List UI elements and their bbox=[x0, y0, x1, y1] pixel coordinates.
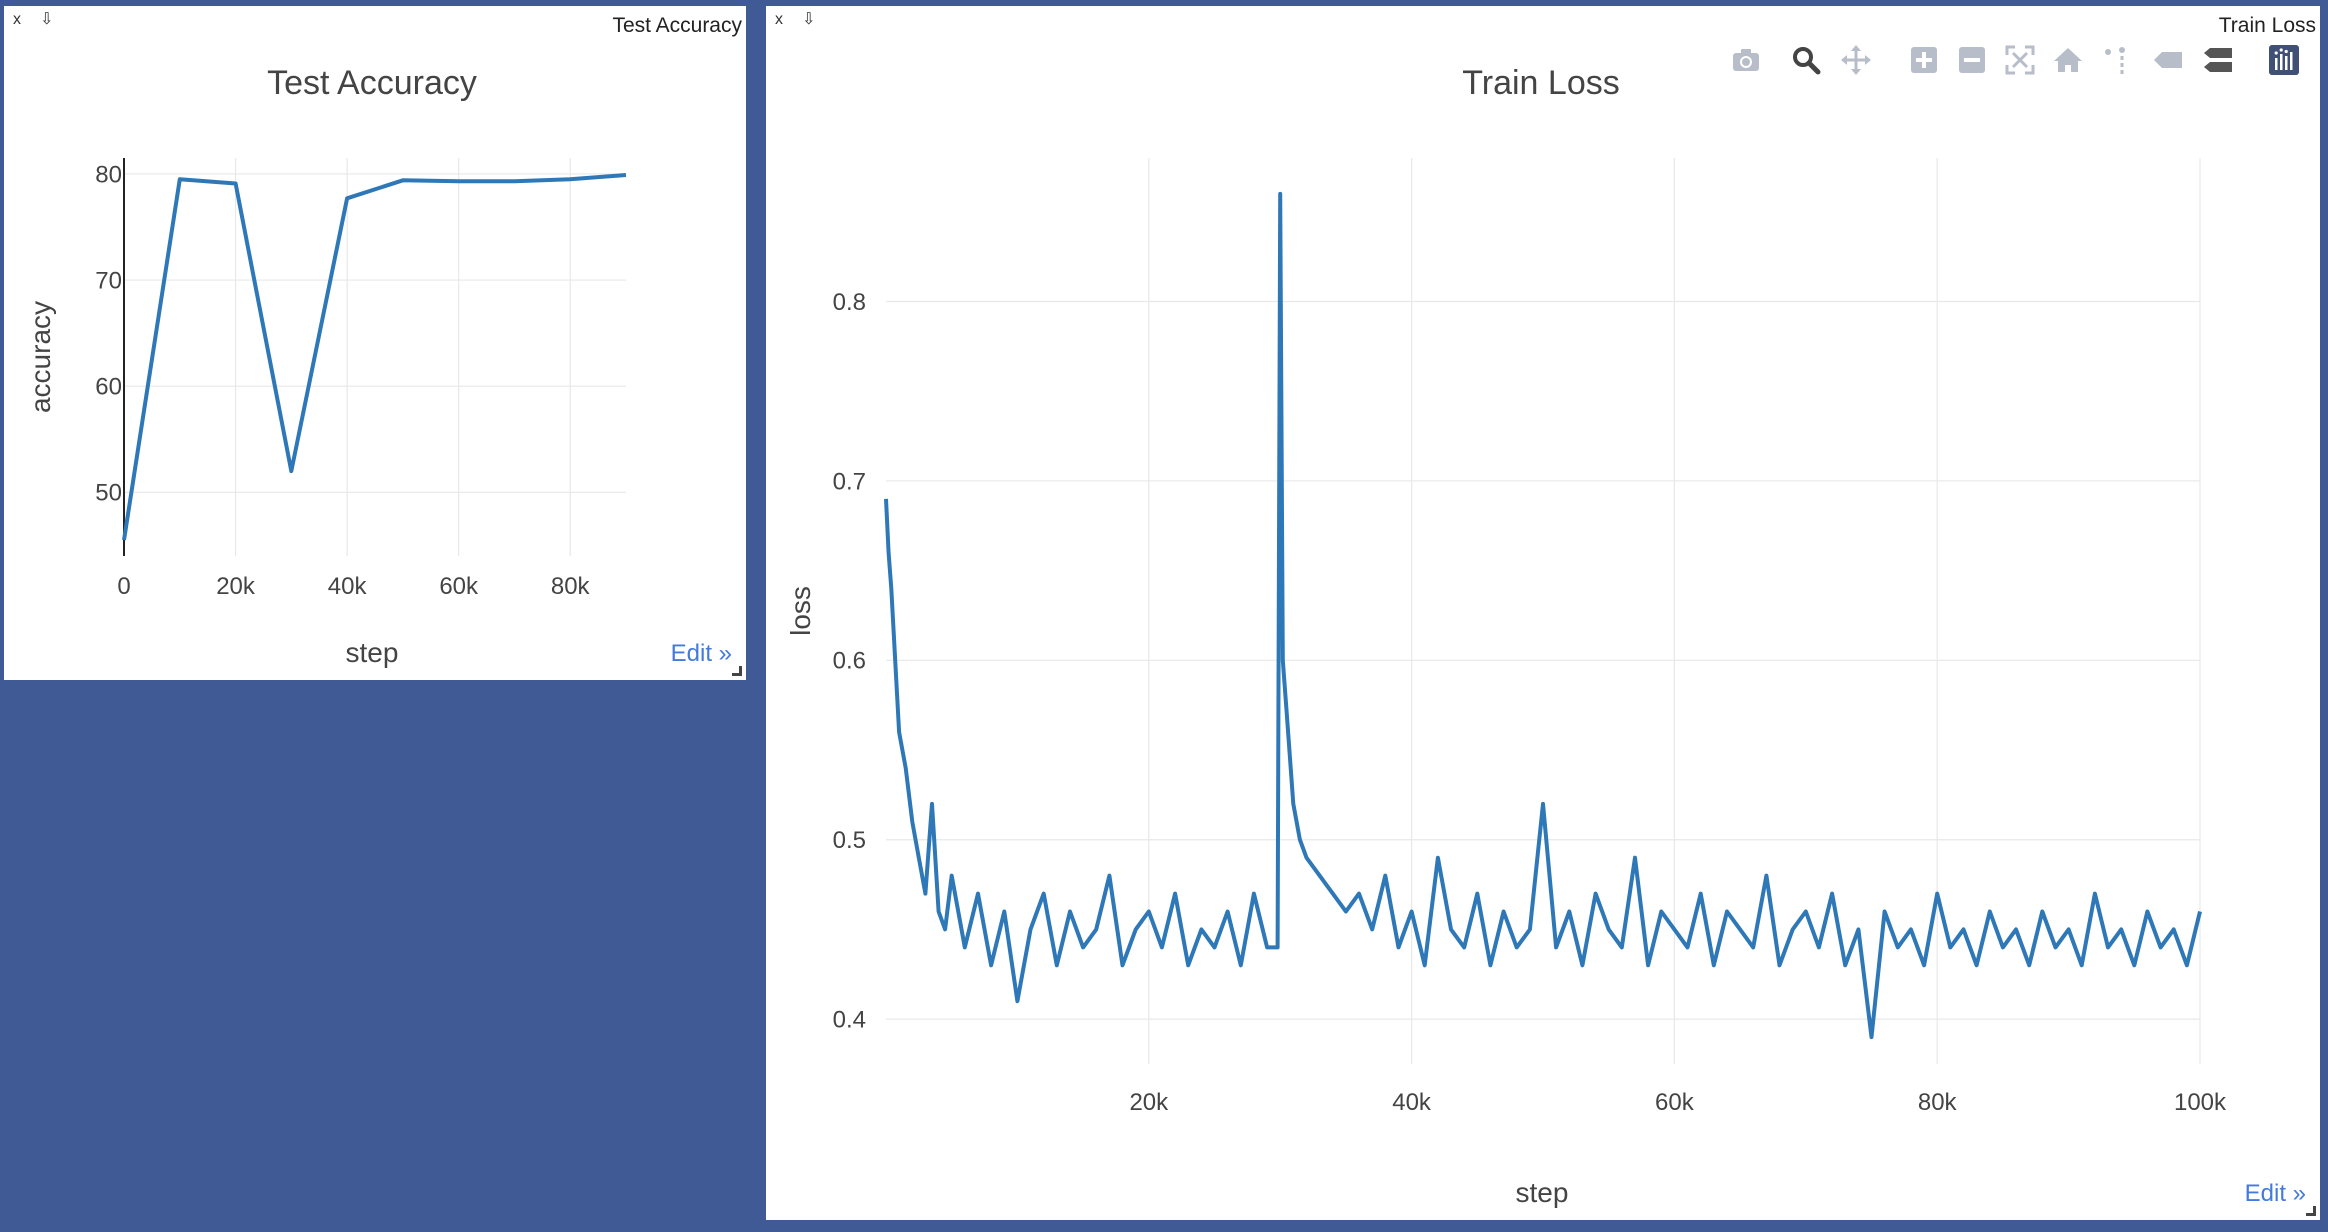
y-axis-label: loss bbox=[785, 586, 816, 636]
y-tick-label: 0.5 bbox=[833, 827, 866, 854]
y-tick-label: 0.6 bbox=[833, 648, 866, 675]
y-tick-label: 70 bbox=[95, 267, 122, 294]
y-axis-label: accuracy bbox=[25, 301, 56, 413]
y-tick-label: 60 bbox=[95, 374, 122, 401]
y-tick-label: 0.8 bbox=[833, 289, 866, 316]
hover-compare-icon[interactable] bbox=[2202, 44, 2242, 90]
chart-modebar bbox=[1730, 44, 2310, 92]
series-line-accuracy bbox=[122, 173, 627, 541]
pane-title-bar[interactable]: x ⇩ Train Loss bbox=[766, 6, 2320, 38]
test-accuracy-pane: x ⇩ Test Accuracy 0 20k 40k 60k 80k 50 60 70 80 T… bbox=[4, 6, 746, 680]
close-button[interactable]: x bbox=[775, 11, 783, 28]
reset-axes-icon[interactable] bbox=[2052, 44, 2092, 90]
zoom-out-icon[interactable] bbox=[1956, 44, 1996, 90]
resize-handle[interactable] bbox=[2306, 1206, 2316, 1216]
x-tick-label: 40k bbox=[1392, 1089, 1432, 1116]
x-tick-label: 20k bbox=[1129, 1089, 1169, 1116]
accuracy-chart[interactable]: 0 20k 40k 60k 80k 50 60 70 80 Test Accuracy step ac… bbox=[4, 6, 746, 680]
hover-closest-icon[interactable] bbox=[2152, 44, 2192, 90]
pan-icon[interactable] bbox=[1840, 44, 1880, 90]
x-tick-label: 80k bbox=[1918, 1089, 1958, 1116]
x-tick-label: 60k bbox=[439, 573, 479, 600]
autoscale-icon[interactable] bbox=[2004, 44, 2044, 90]
zoom-in-icon[interactable] bbox=[1908, 44, 1948, 90]
pane-title-bar[interactable]: x ⇩ Test Accuracy bbox=[4, 6, 746, 38]
x-axis-label: step bbox=[1516, 1177, 1569, 1208]
plotly-logo-icon[interactable] bbox=[2268, 44, 2308, 90]
x-tick-label: 60k bbox=[1655, 1089, 1695, 1116]
train-loss-pane: x ⇩ Train Loss 20k 40k 60k 80k 100k 0.4 0.5 0.6… bbox=[766, 6, 2320, 1220]
spike-lines-icon[interactable] bbox=[2102, 44, 2142, 90]
pin-down-icon[interactable]: ⇩ bbox=[40, 11, 54, 28]
loss-chart[interactable]: 20k 40k 60k 80k 100k 0.4 0.5 0.6 0.7 0.8 Train Los… bbox=[766, 6, 2320, 1220]
zoom-icon[interactable] bbox=[1790, 44, 1830, 90]
x-tick-label: 80k bbox=[551, 573, 591, 600]
series-line-loss bbox=[884, 191, 2202, 1040]
camera-icon[interactable] bbox=[1730, 44, 1770, 90]
resize-handle[interactable] bbox=[732, 666, 742, 676]
y-tick-label: 0.7 bbox=[833, 468, 866, 495]
y-tick-label: 80 bbox=[95, 161, 122, 188]
edit-link[interactable]: Edit » bbox=[670, 640, 732, 667]
x-tick-label: 20k bbox=[216, 573, 256, 600]
x-axis-label: step bbox=[346, 637, 399, 668]
pane-window-title: Train Loss bbox=[2218, 14, 2316, 37]
x-tick-label: 0 bbox=[117, 573, 130, 600]
pane-window-title: Test Accuracy bbox=[612, 14, 742, 37]
pin-down-icon[interactable]: ⇩ bbox=[802, 11, 816, 28]
chart-title: Test Accuracy bbox=[267, 64, 477, 102]
edit-link[interactable]: Edit » bbox=[2244, 1180, 2306, 1207]
x-tick-label: 40k bbox=[328, 573, 368, 600]
y-tick-label: 50 bbox=[95, 480, 122, 507]
y-tick-label: 0.4 bbox=[833, 1007, 866, 1034]
x-tick-label: 100k bbox=[2174, 1089, 2227, 1116]
chart-title: Train Loss bbox=[1462, 64, 1619, 102]
close-button[interactable]: x bbox=[13, 11, 21, 28]
